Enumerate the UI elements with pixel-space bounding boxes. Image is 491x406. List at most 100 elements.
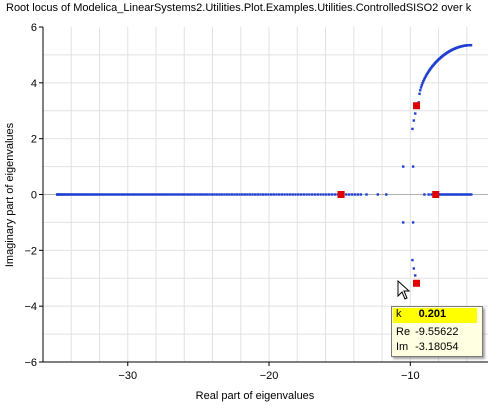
locus-point xyxy=(72,193,75,196)
locus-point xyxy=(90,193,93,196)
y-tick-label: 6 xyxy=(31,22,37,34)
locus-point xyxy=(157,193,160,196)
locus-point xyxy=(117,193,121,196)
locus-point xyxy=(119,193,122,196)
locus-point xyxy=(414,112,417,115)
x-axis-label: Real part of eigenvalues xyxy=(196,390,315,402)
x-tick-label: −10 xyxy=(401,370,420,382)
tooltip-im-row: Im -3.18054 xyxy=(396,341,459,353)
locus-point xyxy=(179,193,183,196)
marked-point[interactable] xyxy=(337,191,345,198)
locus-point xyxy=(291,193,294,196)
locus-point xyxy=(421,82,424,85)
locus-point xyxy=(74,193,78,196)
locus-point xyxy=(445,193,448,196)
locus-point xyxy=(277,193,281,196)
locus-point xyxy=(218,193,221,196)
locus-point xyxy=(228,193,231,196)
locus-point xyxy=(313,193,317,196)
locus-point xyxy=(87,193,90,196)
locus-point xyxy=(286,193,289,196)
locus-point xyxy=(193,193,197,196)
marked-points[interactable] xyxy=(337,102,440,287)
locus-point xyxy=(106,193,109,196)
locus-point xyxy=(439,193,442,196)
locus-point xyxy=(365,193,368,196)
locus-point xyxy=(170,193,173,196)
locus-point xyxy=(425,72,429,76)
locus-point xyxy=(213,193,216,196)
locus-point xyxy=(97,193,100,196)
locus-point xyxy=(76,193,79,196)
locus-point xyxy=(446,193,450,196)
locus-point xyxy=(99,193,102,196)
locus-point xyxy=(468,193,471,196)
locus-point xyxy=(418,92,421,96)
marked-point[interactable] xyxy=(413,102,421,110)
locus-point xyxy=(411,258,414,262)
locus-point xyxy=(205,193,209,196)
locus-point xyxy=(196,193,199,196)
locus-point xyxy=(223,193,226,196)
locus-point xyxy=(280,193,284,196)
locus-point xyxy=(104,193,107,196)
locus-point xyxy=(68,193,71,196)
locus-point xyxy=(133,193,137,196)
locus-point xyxy=(102,193,106,196)
x-tick-label: −30 xyxy=(118,370,137,382)
locus-point xyxy=(310,193,314,196)
locus-point xyxy=(139,193,143,196)
locus-point xyxy=(423,76,426,80)
locus-point xyxy=(440,193,444,196)
arrow-cursor-icon xyxy=(397,280,411,300)
locus-point xyxy=(330,193,334,196)
locus-point xyxy=(79,193,82,196)
marked-point[interactable] xyxy=(432,191,440,198)
locus-point xyxy=(359,193,363,196)
locus-point xyxy=(238,193,241,196)
locus-point xyxy=(69,193,72,196)
locus-point xyxy=(462,193,465,196)
locus-point xyxy=(449,193,453,196)
locus-point xyxy=(283,193,286,196)
locus-point xyxy=(423,193,426,196)
locus-point xyxy=(448,193,451,196)
locus-point xyxy=(319,193,322,196)
locus-point xyxy=(111,193,115,196)
locus-point xyxy=(108,193,111,196)
locus-point xyxy=(215,193,219,196)
locus-point xyxy=(333,193,336,196)
point-tooltip: k 0.201 Re -9.55622 Im -3.18054 xyxy=(391,306,483,357)
locus-point xyxy=(430,193,433,196)
marked-point[interactable] xyxy=(413,279,421,287)
locus-point xyxy=(297,193,300,196)
tooltip-re-value: -9.55622 xyxy=(415,326,459,338)
locus-point xyxy=(184,193,187,196)
locus-point xyxy=(125,193,128,196)
locus-point xyxy=(225,193,229,196)
locus-point xyxy=(272,193,275,196)
locus-point xyxy=(427,193,430,196)
locus-point xyxy=(93,193,97,196)
locus-point xyxy=(198,193,202,196)
locus-point xyxy=(175,193,178,196)
locus-point xyxy=(208,193,211,196)
locus-point xyxy=(121,193,124,196)
locus-point xyxy=(459,193,462,196)
locus-point xyxy=(463,193,467,196)
locus-point xyxy=(80,193,84,196)
locus-point xyxy=(161,193,164,196)
locus-point xyxy=(467,193,470,196)
locus-point xyxy=(325,193,328,196)
locus-point xyxy=(127,193,130,196)
locus-point xyxy=(411,165,415,168)
locus-point xyxy=(345,193,348,196)
locus-point xyxy=(442,193,445,196)
locus-point xyxy=(246,193,249,196)
locus-point xyxy=(299,193,303,196)
locus-point xyxy=(92,193,95,196)
locus-point xyxy=(469,43,473,47)
locus-point xyxy=(165,193,169,196)
tooltip-k-label: k xyxy=(396,308,402,320)
locus-point xyxy=(131,193,134,196)
